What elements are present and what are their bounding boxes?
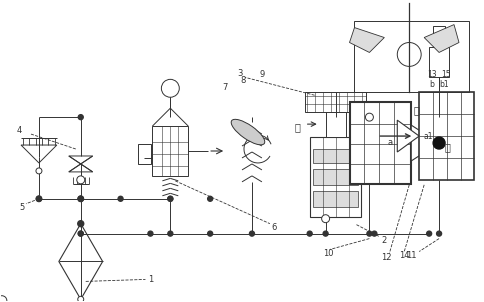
Text: 13: 13	[427, 70, 437, 79]
Text: 6: 6	[272, 223, 277, 232]
Circle shape	[307, 231, 312, 236]
Circle shape	[168, 231, 173, 236]
Bar	[313, 149, 359, 163]
Circle shape	[36, 196, 42, 201]
Circle shape	[78, 115, 83, 120]
Bar	[354, 21, 469, 92]
Circle shape	[78, 196, 83, 201]
Text: 14: 14	[399, 251, 410, 260]
Text: 10: 10	[323, 249, 333, 258]
Circle shape	[322, 215, 330, 223]
Circle shape	[78, 296, 84, 302]
Polygon shape	[349, 27, 384, 53]
Text: 2: 2	[381, 236, 387, 245]
Text: 1: 1	[149, 275, 154, 284]
Circle shape	[437, 231, 441, 236]
Circle shape	[36, 168, 42, 174]
Circle shape	[365, 113, 373, 121]
Circle shape	[118, 196, 123, 201]
Circle shape	[78, 221, 84, 226]
Circle shape	[433, 137, 445, 149]
Circle shape	[78, 196, 83, 201]
Text: 12: 12	[381, 253, 392, 262]
Bar	[152, 126, 188, 176]
Bar	[310, 137, 362, 217]
Bar	[138, 144, 151, 164]
Circle shape	[78, 231, 83, 236]
Text: 关: 关	[295, 122, 301, 132]
Circle shape	[148, 231, 153, 236]
Circle shape	[397, 43, 421, 66]
Text: 15: 15	[441, 70, 451, 79]
Bar	[433, 26, 445, 47]
Text: 3: 3	[237, 69, 242, 78]
Circle shape	[168, 196, 173, 201]
Circle shape	[372, 231, 377, 236]
Circle shape	[78, 231, 83, 236]
Text: 11: 11	[406, 251, 416, 260]
Circle shape	[208, 196, 212, 201]
Circle shape	[161, 79, 179, 97]
Text: 8: 8	[240, 76, 245, 85]
Circle shape	[168, 196, 173, 201]
Text: 关: 关	[413, 105, 419, 115]
Text: 7: 7	[222, 83, 227, 92]
Circle shape	[77, 176, 85, 184]
Circle shape	[78, 196, 84, 202]
Ellipse shape	[231, 119, 265, 145]
Circle shape	[367, 231, 372, 236]
Text: b1: b1	[439, 80, 449, 89]
Circle shape	[249, 231, 255, 236]
Bar	[419, 92, 474, 180]
Bar	[305, 92, 366, 112]
Circle shape	[323, 231, 328, 236]
Text: 关: 关	[444, 142, 450, 152]
Circle shape	[208, 231, 212, 236]
Circle shape	[36, 196, 42, 202]
Polygon shape	[397, 120, 419, 152]
Polygon shape	[411, 125, 439, 161]
Text: a: a	[387, 137, 393, 146]
Bar	[429, 47, 449, 77]
Text: 4: 4	[17, 126, 22, 135]
Bar	[349, 102, 411, 184]
Text: a1: a1	[423, 132, 433, 140]
Circle shape	[0, 296, 7, 302]
Bar	[313, 169, 359, 185]
Circle shape	[427, 231, 432, 236]
Polygon shape	[424, 24, 459, 53]
Text: 5: 5	[19, 203, 24, 212]
Text: b: b	[429, 80, 434, 89]
Text: 9: 9	[260, 70, 265, 79]
Bar	[326, 112, 346, 137]
Bar	[313, 191, 359, 207]
